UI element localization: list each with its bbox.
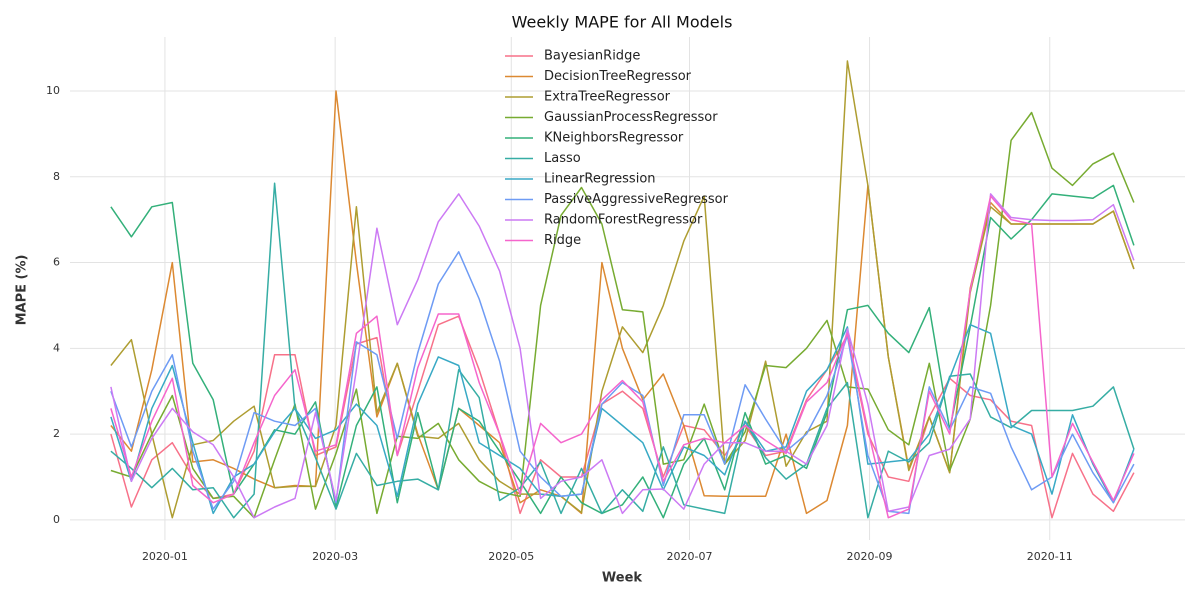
- chart-title: Weekly MAPE for All Models: [512, 13, 733, 32]
- y-tick-label: 2: [53, 427, 60, 440]
- legend: BayesianRidge DecisionTreeRegressor ExtraT…: [505, 49, 729, 248]
- series-line: [110, 315, 1135, 519]
- x-tick-label: 2020-09: [847, 550, 893, 563]
- x-tick-label: 2020-01: [142, 550, 188, 563]
- legend-label: BayesianRidge: [544, 49, 640, 64]
- y-tick-label: 4: [53, 341, 60, 354]
- series-line: [110, 195, 1135, 519]
- x-axis-label: Week: [602, 571, 643, 586]
- series-line: [110, 251, 1135, 515]
- legend-label: LinearRegression: [544, 172, 656, 187]
- x-tick-label: 2020-07: [667, 550, 713, 563]
- series-line: [110, 111, 1135, 519]
- y-tick-label: 10: [46, 84, 60, 97]
- legend-label: DecisionTreeRegressor: [544, 69, 692, 84]
- y-tick-label: 8: [53, 170, 60, 183]
- legend-label: ExtraTreeRegressor: [544, 90, 671, 105]
- grid: 0 2 4 6 8 10 2020-01 2020-03 2020-05 2020-07 2020-…: [46, 37, 1185, 563]
- x-tick-label: 2020-05: [488, 550, 534, 563]
- legend-label: RandomForestRegressor: [544, 213, 703, 228]
- y-tick-label: 0: [53, 513, 60, 526]
- legend-label: Lasso: [544, 151, 581, 166]
- legend-label: PassiveAggressiveRegressor: [544, 192, 729, 207]
- legend-label: Ridge: [544, 233, 581, 248]
- legend-label: KNeighborsRegressor: [544, 131, 684, 146]
- x-tick-label: 2020-03: [312, 550, 358, 563]
- series-line: [110, 60, 1135, 519]
- x-tick-label: 2020-11: [1027, 550, 1073, 563]
- series-line: [110, 182, 1135, 519]
- legend-label: GaussianProcessRegressor: [544, 110, 718, 125]
- y-tick-label: 6: [53, 256, 60, 269]
- series-line: [110, 184, 1135, 519]
- lines: [110, 60, 1135, 519]
- series-line: [110, 193, 1135, 519]
- y-axis-label: MAPE (%): [15, 255, 30, 326]
